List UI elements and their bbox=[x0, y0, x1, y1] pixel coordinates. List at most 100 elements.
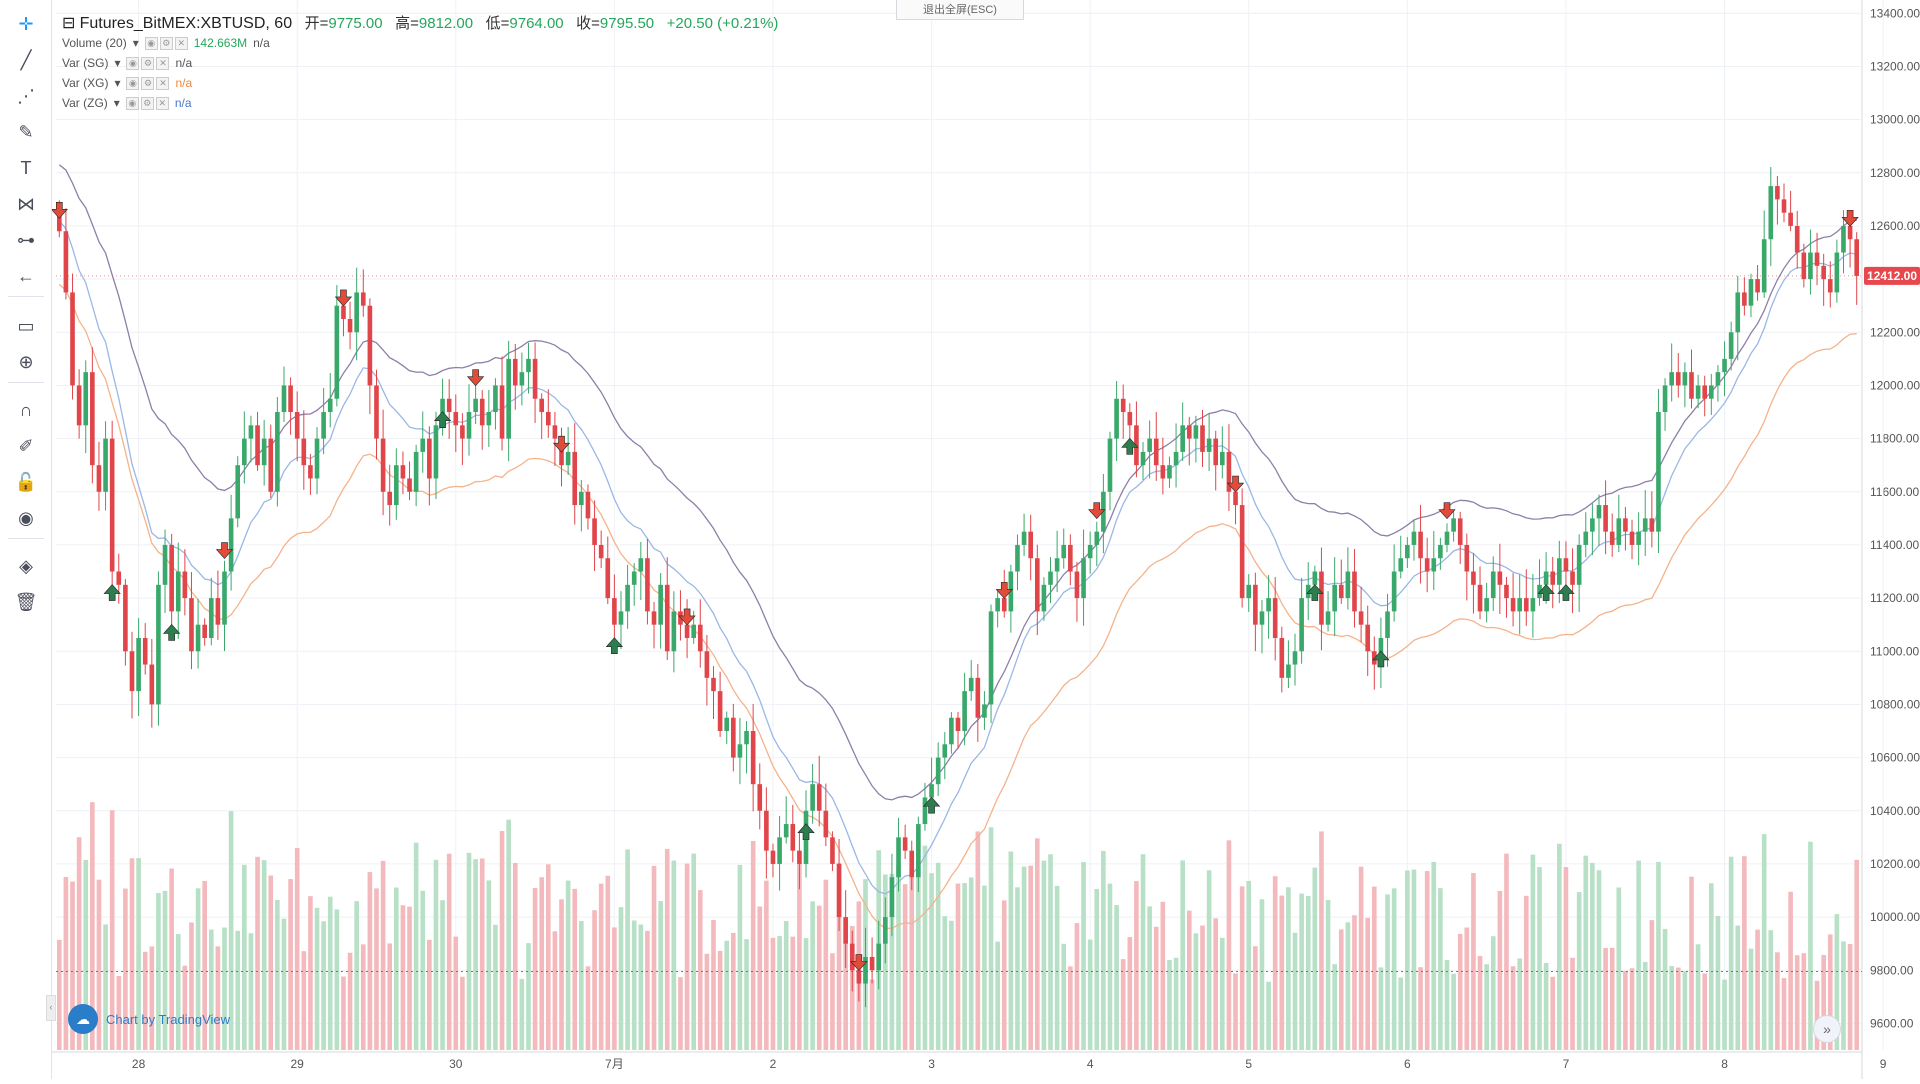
price-axis[interactable] bbox=[1862, 0, 1920, 1079]
eye-icon[interactable]: ◉ bbox=[126, 56, 140, 70]
x-tick-label: 7月 bbox=[605, 1057, 624, 1071]
layers-icon[interactable]: ◈ bbox=[19, 555, 33, 576]
volume-bar bbox=[1642, 961, 1648, 1050]
volume-bar bbox=[1471, 873, 1476, 1050]
candle-body bbox=[711, 677, 716, 692]
volume-bar bbox=[308, 896, 313, 1050]
candle-body bbox=[882, 917, 888, 944]
gear-icon[interactable]: ⚙ bbox=[140, 96, 154, 110]
collapse-legend-icon[interactable]: ⊟ bbox=[62, 15, 76, 32]
symbol-title[interactable]: Futures_BitMEX:XBTUSD, 60 bbox=[79, 15, 293, 32]
volume-bar bbox=[473, 859, 478, 1050]
sell-arrow-icon bbox=[1226, 475, 1245, 493]
ruler-icon[interactable]: ▭ bbox=[17, 315, 35, 336]
brush-icon[interactable]: ✎ bbox=[18, 121, 34, 142]
volume-bar bbox=[1021, 866, 1027, 1050]
candle-body bbox=[922, 797, 928, 825]
y-tick-label: 12600.00 bbox=[1870, 219, 1920, 233]
volume-bar bbox=[605, 875, 611, 1050]
close-icon[interactable]: ✕ bbox=[174, 36, 188, 50]
indicator-controls: ◉ ⚙ ✕ bbox=[125, 96, 169, 110]
magnet-icon[interactable]: ∩ bbox=[19, 399, 33, 420]
chevron-down-icon[interactable]: ▾ bbox=[132, 36, 139, 50]
volume-bar bbox=[1563, 867, 1569, 1050]
x-tick-label: 9 bbox=[1880, 1057, 1887, 1071]
eye-icon[interactable]: ◉ bbox=[144, 36, 158, 50]
volume-bar bbox=[777, 936, 782, 1050]
volume-bar bbox=[202, 880, 207, 1050]
volume-bar bbox=[711, 920, 716, 1050]
tradingview-watermark[interactable]: ☁ Chart by TradingView bbox=[68, 1004, 230, 1034]
indicator-row-zg[interactable]: Var (ZG) ▾ ◉ ⚙ ✕ n/a bbox=[62, 96, 192, 110]
price-chart[interactable]: 9600.00 9800.00 10000.00 10200.00 10400.00 10… bbox=[50, 0, 1920, 1079]
volume-bar bbox=[1239, 886, 1245, 1050]
volume-bar bbox=[294, 847, 300, 1050]
candle-body bbox=[737, 744, 743, 758]
candle-body bbox=[103, 438, 108, 492]
candle-body bbox=[1246, 584, 1252, 599]
candle-body bbox=[1563, 558, 1569, 572]
close-icon[interactable]: ✕ bbox=[156, 76, 170, 90]
scroll-to-realtime-button[interactable]: » bbox=[1813, 1015, 1841, 1043]
x-tick-label: 8 bbox=[1721, 1057, 1728, 1071]
candle-body bbox=[1728, 332, 1734, 359]
volume-bar bbox=[737, 864, 743, 1050]
indicator-row-volume[interactable]: Volume (20) ▾ ◉ ⚙ ✕ 142.663M n/a bbox=[62, 36, 270, 50]
chart-area[interactable]: 9600.00 9800.00 10000.00 10200.00 10400.00 10… bbox=[50, 0, 1920, 1079]
volume-bar bbox=[526, 943, 531, 1050]
zoom-in-icon[interactable]: ⊕ bbox=[18, 351, 34, 372]
close-icon[interactable]: ✕ bbox=[156, 56, 170, 70]
pattern-icon[interactable]: ⋈ bbox=[17, 193, 35, 214]
candle-body bbox=[777, 837, 782, 864]
eye-icon[interactable]: ◉ bbox=[126, 76, 140, 90]
candle-body bbox=[1682, 372, 1688, 386]
candle-body bbox=[1239, 505, 1245, 599]
indicator-value: 142.663M bbox=[193, 36, 248, 50]
chevron-down-icon[interactable]: ▾ bbox=[114, 76, 121, 90]
lock-icon[interactable]: 🔓 bbox=[14, 471, 38, 492]
volume-bar bbox=[598, 883, 604, 1050]
pitchfork-icon[interactable]: ⋰ bbox=[17, 85, 35, 106]
eye-icon[interactable]: ◉ bbox=[125, 96, 139, 110]
trash-icon[interactable]: 🗑 bbox=[14, 591, 38, 612]
volume-bar bbox=[394, 887, 399, 1050]
chevron-down-icon[interactable]: ▾ bbox=[113, 96, 120, 110]
candle-body bbox=[1405, 544, 1410, 559]
chevron-down-icon[interactable]: ▾ bbox=[114, 56, 121, 70]
collapse-toolbar-button[interactable]: ‹ bbox=[46, 995, 56, 1021]
volume-bar bbox=[1808, 841, 1813, 1050]
candle-body bbox=[830, 837, 835, 864]
candle-body bbox=[1821, 265, 1826, 280]
measure-icon[interactable]: ⊶ bbox=[17, 229, 35, 250]
indicator-row-sg[interactable]: Var (SG) ▾ ◉ ⚙ ✕ n/a bbox=[62, 56, 192, 70]
candle-body bbox=[96, 465, 102, 492]
candle-body bbox=[1530, 598, 1536, 612]
text-tool-icon[interactable]: T bbox=[20, 157, 32, 178]
candle-body bbox=[1715, 372, 1721, 386]
volume-bar bbox=[1827, 934, 1833, 1050]
eye-icon[interactable]: ◉ bbox=[18, 507, 34, 528]
volume-bar bbox=[889, 873, 895, 1050]
volume-bar bbox=[1768, 930, 1774, 1050]
lock-drawing-icon[interactable]: ✐ bbox=[18, 435, 34, 456]
candle-body bbox=[1081, 558, 1086, 599]
trend-line-icon[interactable]: ╱ bbox=[20, 49, 32, 70]
close-icon[interactable]: ✕ bbox=[155, 96, 169, 110]
back-arrow-icon[interactable]: ← bbox=[17, 265, 35, 286]
candle-body bbox=[189, 598, 194, 652]
indicator-row-xg[interactable]: Var (XG) ▾ ◉ ⚙ ✕ n/a bbox=[62, 76, 192, 90]
candle-body bbox=[790, 824, 796, 851]
gear-icon[interactable]: ⚙ bbox=[141, 76, 155, 90]
crosshair-icon[interactable]: ✛ bbox=[18, 13, 34, 34]
gear-icon[interactable]: ⚙ bbox=[159, 36, 173, 50]
candle-body bbox=[215, 598, 221, 625]
gear-icon[interactable]: ⚙ bbox=[141, 56, 155, 70]
sell-arrow-icon bbox=[1438, 502, 1456, 520]
volume-bar bbox=[1444, 960, 1450, 1050]
candle-body bbox=[512, 358, 518, 386]
sell-arrow-icon bbox=[678, 608, 696, 626]
volume-bar bbox=[572, 888, 578, 1050]
y-tick-label: 11400.00 bbox=[1870, 538, 1919, 552]
exit-fullscreen-button[interactable]: 退出全屏(ESC) bbox=[896, 0, 1024, 20]
candle-body bbox=[1034, 558, 1040, 612]
